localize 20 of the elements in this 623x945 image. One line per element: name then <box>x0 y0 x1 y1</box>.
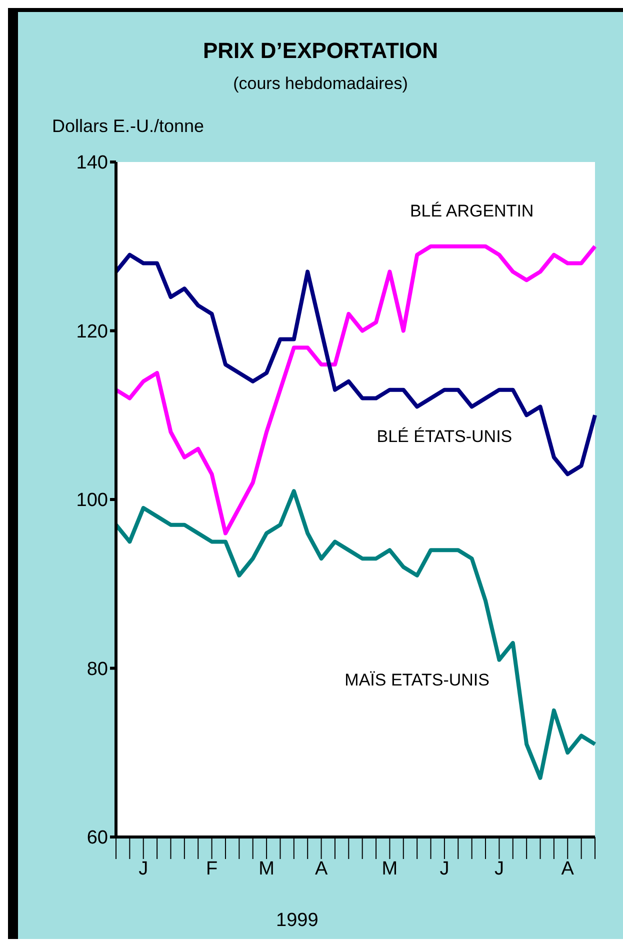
x-tick-label: J <box>494 858 504 880</box>
x-tick-label: F <box>206 858 218 880</box>
x-tick-label: J <box>138 858 148 880</box>
x-tick-label: A <box>314 858 328 880</box>
y-axis-title: Dollars E.-U./tonne <box>52 116 204 137</box>
y-tick-label: 60 <box>86 828 108 849</box>
series-label: BLÉ ARGENTIN <box>410 201 534 220</box>
x-tick-label: M <box>258 858 274 880</box>
y-tick-label: 80 <box>86 658 108 680</box>
x-tick-label: J <box>440 858 450 880</box>
x-tick-label: M <box>382 858 398 880</box>
x-axis-title: 1999 <box>276 910 318 932</box>
series-label: BLÉ ÉTATS-UNIS <box>376 426 512 446</box>
series-label: MAÏS ETATS-UNIS <box>344 670 490 690</box>
x-tick-label: A <box>561 858 574 880</box>
y-tick-label: 100 <box>76 490 108 512</box>
y-tick-label: 140 <box>76 152 108 174</box>
y-tick-label: 120 <box>76 321 108 342</box>
chart-title: PRIX D’EXPORTATION <box>202 38 440 64</box>
chart-subtitle: (cours hebdomadaires) <box>232 74 409 94</box>
